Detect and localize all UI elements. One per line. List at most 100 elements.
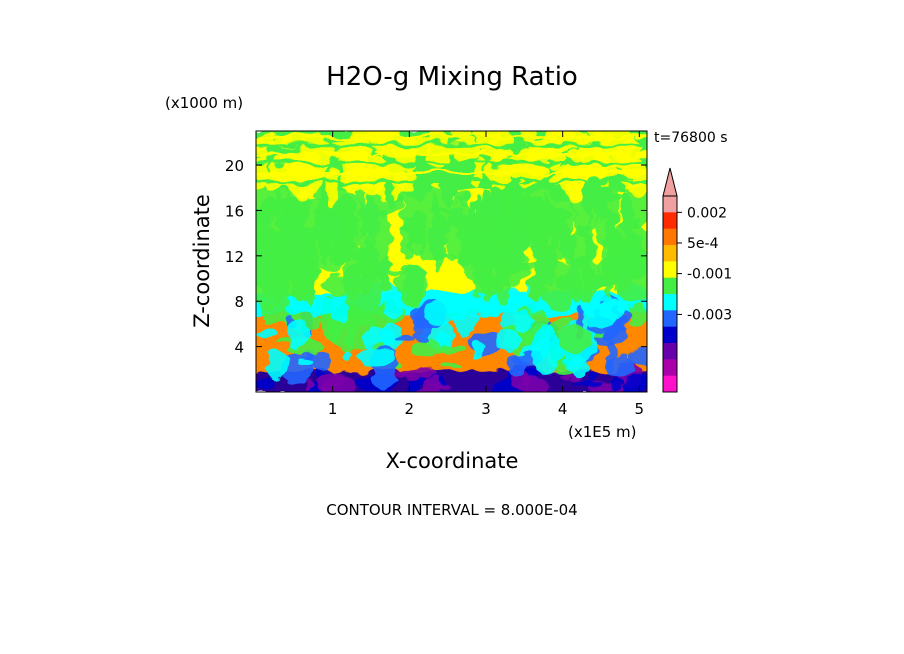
contour-cell	[349, 131, 382, 141]
contour-cell	[585, 295, 595, 319]
colorbar-segment	[663, 326, 677, 344]
contour-cell	[532, 235, 541, 265]
contour-cell	[473, 341, 484, 359]
contour-cell	[404, 379, 421, 392]
contour-cell	[471, 197, 481, 214]
contour-cell	[530, 328, 561, 373]
colorbar-label: -0.003	[687, 307, 732, 323]
y-axis-label: Z-coordinate	[190, 194, 214, 328]
colorbar-segment	[663, 310, 677, 328]
contour-cell	[494, 268, 511, 305]
contour-cell	[256, 377, 276, 391]
x-tick-label: 3	[481, 400, 491, 418]
colorbar-label: 0.002	[687, 205, 727, 221]
contour-cell	[543, 255, 557, 285]
contour-cell	[266, 349, 289, 381]
contour-cell	[607, 223, 624, 290]
contour-cell	[562, 221, 571, 243]
contour-cell	[608, 376, 622, 392]
contour-cell	[364, 228, 376, 284]
y-tick-label: 16	[225, 202, 244, 220]
x-axis-ticks: 1 2 3 4 5	[328, 131, 644, 418]
contour-cell	[305, 241, 316, 308]
contour-stripe	[256, 143, 647, 147]
x-tick-label: 2	[405, 400, 415, 418]
contour-cell	[460, 299, 496, 317]
contour-cell	[393, 371, 413, 379]
contour-cell	[466, 211, 476, 227]
y-axis-ticks: 4 8 12 16 20	[225, 157, 647, 357]
x-tick-label: 5	[635, 400, 645, 418]
contour-cell	[348, 275, 367, 289]
contour-cell	[458, 301, 469, 321]
contour-cell	[583, 223, 594, 301]
contour-cell	[327, 211, 347, 242]
contour-cell	[279, 135, 292, 146]
time-label: t=76800 s	[654, 130, 728, 146]
y-tick-label: 12	[225, 248, 244, 266]
contour-stripe	[256, 152, 647, 156]
colorbar-segment	[663, 359, 677, 377]
contour-cell	[307, 351, 331, 371]
contour-cell	[432, 227, 447, 256]
contour-cell	[263, 211, 270, 240]
contour-cell	[406, 268, 425, 290]
colorbar-extension-arrow	[662, 167, 678, 197]
y-tick-label: 4	[234, 339, 244, 357]
contour-plot-area	[256, 131, 647, 392]
contour-cell	[566, 259, 580, 287]
contour-cell	[256, 246, 273, 277]
contour-cell	[295, 154, 314, 201]
contour-cell	[424, 376, 443, 392]
colorbar-segment	[663, 261, 677, 279]
colorbar-label: -0.001	[687, 267, 732, 283]
contour-cell	[601, 236, 612, 299]
contour-cell	[382, 300, 403, 320]
contour-cell	[303, 379, 313, 390]
contour-cell	[315, 371, 346, 392]
contour-cell	[438, 361, 462, 367]
contour-cell	[256, 329, 276, 337]
contour-cell	[451, 203, 462, 218]
x-axis-label: X-coordinate	[386, 449, 519, 473]
contour-cell	[572, 381, 603, 386]
contour-cell	[424, 300, 464, 325]
contour-cell	[263, 168, 284, 192]
contour-cell	[607, 338, 617, 372]
contour-cell	[508, 148, 546, 187]
contour-stripe	[256, 161, 647, 165]
chart-title: H2O-g Mixing Ratio	[326, 62, 578, 92]
contour-cell	[437, 344, 465, 354]
colorbar-segment	[663, 294, 677, 311]
contour-stripe	[256, 134, 647, 138]
contour-cell	[386, 181, 395, 210]
contour-cell	[582, 174, 603, 211]
contour-cell	[443, 214, 462, 229]
colorbar	[662, 167, 678, 393]
colorbar-labels: 0.002 5e-4 -0.001 -0.003	[677, 205, 732, 323]
colorbar-segment	[663, 196, 677, 213]
contour-cell	[620, 189, 632, 226]
contour-cell	[348, 183, 379, 189]
colorbar-frame	[662, 195, 678, 393]
contour-cell	[362, 326, 397, 352]
contour-stripe	[256, 170, 647, 174]
contour-interval-label: CONTOUR INTERVAL = 8.000E-04	[326, 501, 577, 519]
contour-cell	[529, 271, 546, 304]
contour-cell	[295, 224, 310, 263]
contour-cell	[614, 271, 633, 291]
contour-cell	[626, 350, 647, 365]
contour-cell	[507, 244, 526, 266]
plot-frame	[255, 130, 648, 393]
y-tick-label: 8	[234, 293, 244, 311]
colorbar-segment	[663, 343, 677, 360]
contour-cell	[394, 332, 417, 341]
contour-cell	[300, 356, 317, 364]
colorbar-segment	[663, 375, 677, 393]
contour-cell	[603, 300, 621, 321]
contour-cell	[341, 348, 351, 365]
contour-cell	[281, 227, 300, 259]
x-tick-label: 1	[328, 400, 338, 418]
contour-fields	[256, 131, 647, 392]
